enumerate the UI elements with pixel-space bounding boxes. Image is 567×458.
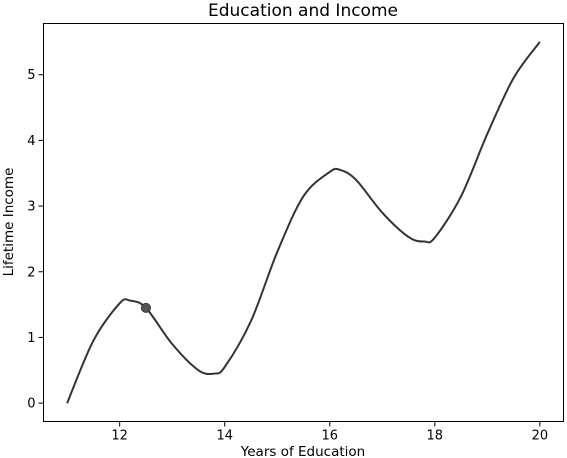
y-axis: 0 1 2 3 4 5 [27,68,44,412]
y-tick-label: 3 [27,200,35,215]
x-tick-label: 12 [111,429,128,444]
y-tick-label: 5 [27,68,35,83]
y-tick-label: 0 [27,397,35,412]
y-tick-label: 4 [27,134,35,149]
x-tick-label: 18 [427,429,444,444]
y-tick-label: 2 [27,265,35,280]
plot-area-frame [43,23,564,422]
y-axis-label: Lifetime Income [1,168,17,277]
data-point-marker [140,302,151,313]
chart-title: Education and Income [208,1,398,21]
x-axis-label: Years of Education [240,444,365,458]
x-tick-label: 16 [321,429,338,444]
x-tick-label: 14 [216,429,233,444]
data-line [66,41,541,404]
x-axis: 12 14 16 18 20 [111,421,549,444]
y-tick-label: 1 [27,331,35,346]
x-tick-label: 20 [532,429,549,444]
